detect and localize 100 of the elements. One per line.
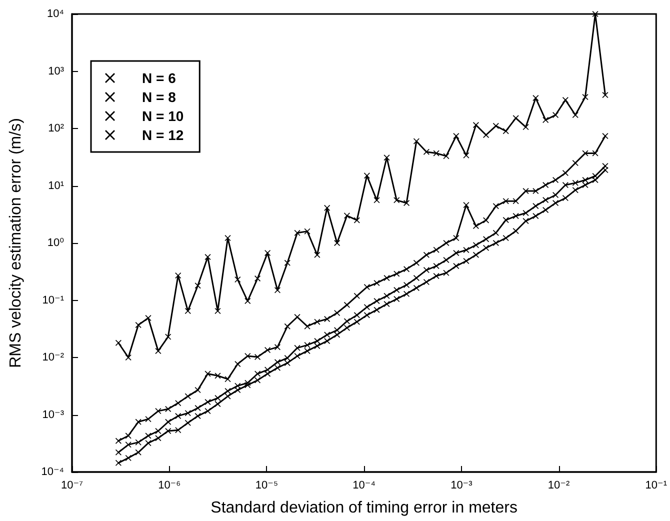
point	[324, 316, 330, 322]
point	[274, 344, 280, 350]
x-tick-label: 10⁻²	[548, 480, 570, 492]
point	[502, 198, 509, 204]
point	[244, 382, 251, 388]
y-axis-title: RMS velocity estimation error (m/s)	[8, 118, 24, 368]
point	[413, 260, 420, 266]
point	[562, 182, 568, 188]
legend-label: N = 6	[142, 70, 176, 86]
point	[254, 354, 261, 360]
point	[344, 302, 350, 308]
point	[165, 428, 172, 434]
point	[542, 116, 549, 123]
point	[472, 223, 479, 230]
point	[404, 282, 410, 288]
point	[374, 306, 380, 313]
point	[562, 96, 568, 103]
legend-label: N = 12	[142, 127, 184, 143]
point	[264, 347, 271, 354]
point	[204, 370, 211, 377]
point	[165, 418, 172, 425]
point	[304, 323, 310, 330]
point	[374, 197, 380, 204]
point	[115, 449, 122, 456]
legend-label: N = 10	[142, 108, 184, 124]
y-tick-label: 10¹	[48, 180, 64, 192]
point	[483, 236, 490, 242]
x-tick-label: 10⁻⁴	[352, 480, 376, 492]
point	[542, 207, 549, 214]
point	[552, 177, 559, 184]
point	[135, 439, 142, 446]
point	[184, 393, 191, 400]
point	[184, 420, 191, 426]
point	[572, 180, 578, 186]
point	[512, 115, 519, 122]
point	[314, 252, 320, 258]
y-tick-label: 10³	[48, 65, 64, 78]
point	[483, 132, 490, 138]
x-tick-label: 10⁻³	[450, 480, 473, 492]
point	[463, 152, 470, 158]
point	[354, 318, 360, 325]
point	[413, 284, 420, 291]
y-tick-label: 10⁻²	[42, 352, 64, 364]
point	[562, 195, 568, 202]
point	[324, 338, 330, 344]
point	[413, 274, 420, 281]
point	[135, 418, 142, 425]
point	[115, 340, 122, 346]
point	[404, 200, 410, 206]
point	[592, 150, 598, 156]
point	[542, 182, 549, 188]
point	[354, 312, 360, 318]
legend-label: N = 8	[142, 89, 176, 105]
point	[423, 279, 430, 286]
y-tick-label: 10⁻³	[42, 408, 64, 421]
point	[284, 360, 290, 366]
point	[194, 282, 201, 289]
point	[165, 334, 172, 340]
point	[492, 230, 499, 236]
point	[472, 242, 479, 248]
point	[304, 228, 310, 234]
point	[284, 260, 290, 266]
point	[314, 318, 320, 325]
x-tick-label: 10⁻⁶	[158, 480, 181, 492]
point	[284, 323, 290, 330]
point	[552, 112, 559, 118]
point	[135, 449, 142, 456]
point	[562, 170, 568, 176]
point	[404, 290, 410, 297]
point	[433, 246, 440, 253]
point	[492, 240, 499, 246]
point	[334, 310, 340, 316]
point	[115, 460, 122, 466]
point	[502, 235, 509, 242]
point	[502, 128, 509, 134]
point	[264, 250, 271, 256]
point	[175, 413, 182, 420]
x-tick-label: 10⁻⁵	[255, 480, 278, 492]
point	[214, 372, 221, 379]
point	[542, 196, 549, 203]
point	[145, 432, 152, 439]
point	[184, 308, 191, 314]
point	[324, 204, 330, 211]
point	[334, 240, 340, 246]
point	[175, 427, 182, 434]
point	[572, 187, 578, 194]
point	[364, 312, 370, 318]
point	[175, 272, 182, 279]
point	[472, 252, 479, 258]
point	[354, 292, 360, 299]
y-tick-label: 10⁻⁴	[41, 466, 64, 478]
x-tick-label: 10⁻¹	[645, 480, 668, 492]
point	[423, 148, 430, 155]
point	[423, 252, 430, 258]
point	[364, 172, 370, 179]
point	[364, 304, 370, 310]
point	[433, 150, 440, 156]
point	[175, 400, 182, 406]
point	[155, 435, 162, 442]
x-tick-label: 10⁻⁷	[60, 480, 84, 492]
